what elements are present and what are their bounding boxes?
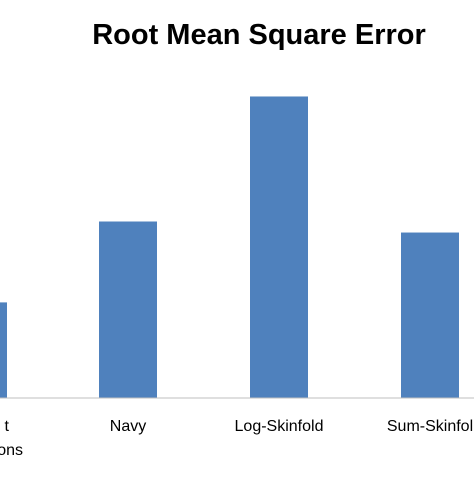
x-tick-label-3-0: Sum-Skinfol [387, 418, 473, 435]
bar-0 [0, 302, 7, 398]
chart-title: Root Mean Square Error [92, 19, 426, 51]
bar-2 [250, 96, 308, 399]
bar-group [0, 96, 459, 399]
x-tick-label-1-0: Navy [110, 418, 146, 435]
x-tick-label-0-1: ons [0, 442, 23, 459]
x-tick-label-0-0: t [5, 418, 10, 435]
bar-1 [99, 221, 157, 398]
x-tick-label-2-0: Log-Skinfold [235, 418, 324, 435]
bar-3 [401, 232, 459, 398]
x-tick-labels: t ons Navy Log-Skinfold Sum-Skinfol [0, 418, 473, 459]
